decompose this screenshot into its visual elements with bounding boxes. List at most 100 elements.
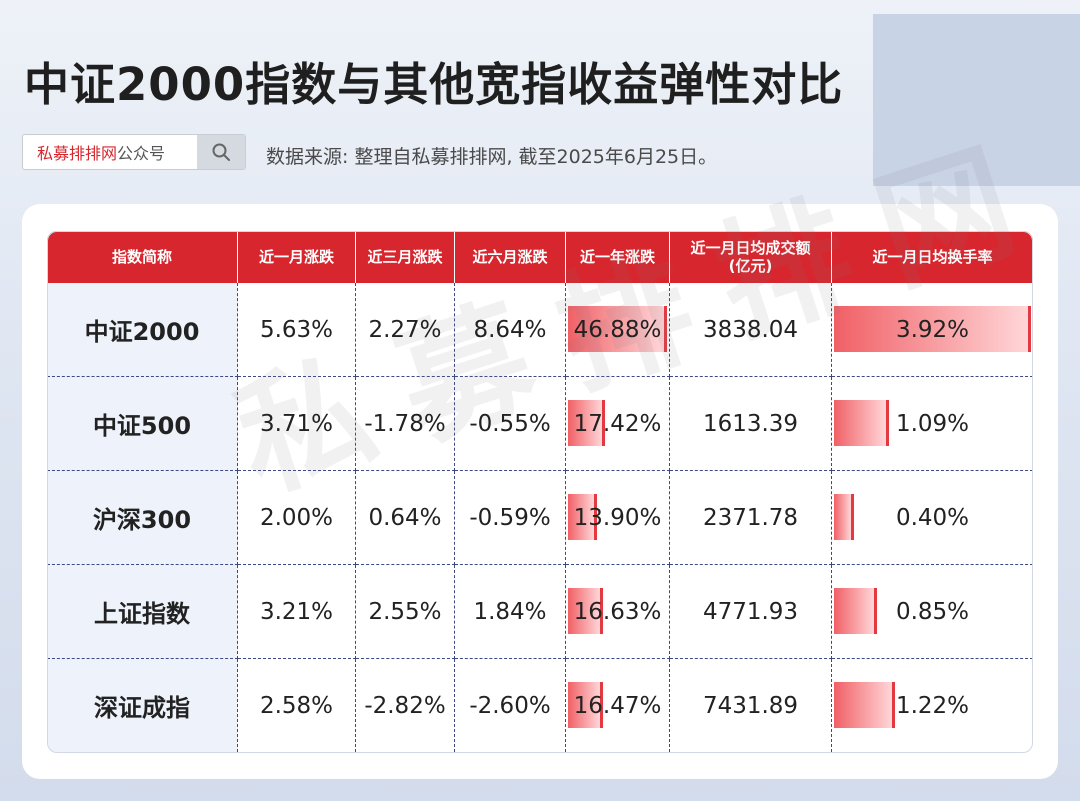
cell-value: 中证2000 [84,318,200,346]
turnover-rate-bar [834,400,889,446]
table-cell-turnover: 4771.93 [670,565,832,659]
table-cell-m6: -2.60% [455,659,566,752]
cell-value: 16.63% [573,598,662,625]
cell-value: 1613.39 [702,410,799,437]
table-cell-m1: 5.63% [238,283,356,377]
table-cell-turnover: 2371.78 [670,471,832,565]
one-year-change-bar [568,306,667,352]
table-cell-name: 上证指数 [47,565,238,659]
table-cell-rate: 0.85% [832,565,1033,659]
cell-value: 3.92% [895,316,970,343]
table-cell-m3: 0.64% [356,471,455,565]
table-header-row: 指数简称 近一月涨跌 近三月涨跌 近六月涨跌 近一年涨跌 近一月日均成交额 (亿… [47,231,1033,283]
cell-value: 2.55% [368,598,442,625]
cell-value: 5.63% [259,316,334,343]
table-cell-m3: -1.78% [356,377,455,471]
search-suffix-text: 公众号 [117,144,166,163]
table-row: 沪深300 2.00% 0.64% -0.59% 13.90% 2371.78 0.40% [47,471,1033,565]
cell-value: 3838.04 [702,316,799,343]
turnover-rate-bar [834,306,1031,352]
search-brand-text: 私募排排网 [37,144,118,163]
column-header: 近一月涨跌 [238,231,356,283]
table-cell-m1: 2.58% [238,659,356,752]
table-row: 深证成指 2.58% -2.82% -2.60% 16.47% 7431.89 1.22% [47,659,1033,752]
table-cell-turnover: 3838.04 [670,283,832,377]
source-note: 数据来源: 整理自私募排排网, 截至2025年6月25日。 [266,146,718,168]
cell-value: 中证500 [92,412,192,440]
cell-value: 7431.89 [702,692,799,719]
cell-value: 2.27% [368,316,442,343]
one-year-change-bar [568,400,605,446]
cell-value: 1.84% [473,598,547,625]
table-cell-m6: -0.59% [455,471,566,565]
cell-value: 2.58% [259,692,334,719]
cell-value: 16.47% [573,692,662,719]
cell-value: 1.22% [895,692,970,719]
comparison-table: 指数简称 近一月涨跌 近三月涨跌 近六月涨跌 近一年涨跌 近一月日均成交额 (亿… [47,231,1033,752]
table-row: 中证500 3.71% -1.78% -0.55% 17.42% 1613.39 1.09% [47,377,1033,471]
search-placeholder: 私募排排网公众号 [23,140,197,164]
cell-value: 沪深300 [92,506,192,534]
column-header: 近六月涨跌 [455,231,566,283]
cell-value: 3.21% [259,598,334,625]
table-cell-m1: 3.71% [238,377,356,471]
table-cell-m3: 2.55% [356,565,455,659]
cell-value: -1.78% [364,410,446,437]
cell-value: 3.71% [259,410,334,437]
table-cell-rate: 0.40% [832,471,1033,565]
table-cell-rate: 1.09% [832,377,1033,471]
table-cell-name: 中证500 [47,377,238,471]
table-cell-turnover: 1613.39 [670,377,832,471]
table-cell-m1: 3.21% [238,565,356,659]
column-header: 近一月日均成交额 (亿元) [670,231,832,283]
table-cell-y1: 46.88% [566,283,670,377]
table-cell-y1: 17.42% [566,377,670,471]
table-row: 上证指数 3.21% 2.55% 1.84% 16.63% 4771.93 0.85% [47,565,1033,659]
table-cell-m6: 1.84% [455,565,566,659]
one-year-change-bar [568,588,603,634]
table-cell-m3: 2.27% [356,283,455,377]
cell-value: 13.90% [573,504,662,531]
search-button[interactable] [197,135,245,169]
cell-value: 0.40% [895,504,970,531]
table-cell-y1: 16.63% [566,565,670,659]
table-cell-m3: -2.82% [356,659,455,752]
cell-value: 4771.93 [702,598,799,625]
column-header: 近一年涨跌 [566,231,670,283]
column-header: 近三月涨跌 [356,231,455,283]
column-header: 指数简称 [47,231,238,283]
page-title: 中证2000指数与其他宽指收益弹性对比 [24,58,844,111]
cell-value: 深证成指 [94,694,190,722]
table-cell-name: 沪深300 [47,471,238,565]
table-cell-rate: 1.22% [832,659,1033,752]
table-row: 中证2000 5.63% 2.27% 8.64% 46.88% 3838.04 3.92% [47,283,1033,377]
turnover-rate-bar [834,682,895,728]
column-header: 近一月日均换手率 [832,231,1033,283]
table-cell-m6: -0.55% [455,377,566,471]
table-cell-m6: 8.64% [455,283,566,377]
table-cell-y1: 16.47% [566,659,670,752]
table-cell-turnover: 7431.89 [670,659,832,752]
cell-value: 0.85% [895,598,970,625]
cell-value: -0.55% [469,410,551,437]
one-year-change-bar [568,494,597,540]
search-box[interactable]: 私募排排网公众号 [22,134,246,170]
table-cell-rate: 3.92% [832,283,1033,377]
corner-decoration [873,14,1080,186]
search-icon [212,143,230,161]
cell-value: 2.00% [259,504,334,531]
cell-value: -2.82% [364,692,446,719]
turnover-rate-bar [834,494,854,540]
cell-value: 17.42% [573,410,662,437]
table-cell-name: 深证成指 [47,659,238,752]
table-cell-y1: 13.90% [566,471,670,565]
cell-value: 2371.78 [702,504,799,531]
cell-value: -0.59% [469,504,551,531]
table-cell-m1: 2.00% [238,471,356,565]
cell-value: 0.64% [368,504,442,531]
one-year-change-bar [568,682,603,728]
cell-value: 1.09% [895,410,970,437]
turnover-rate-bar [834,588,877,634]
cell-value: 46.88% [573,316,662,343]
cell-value: -2.60% [469,692,551,719]
